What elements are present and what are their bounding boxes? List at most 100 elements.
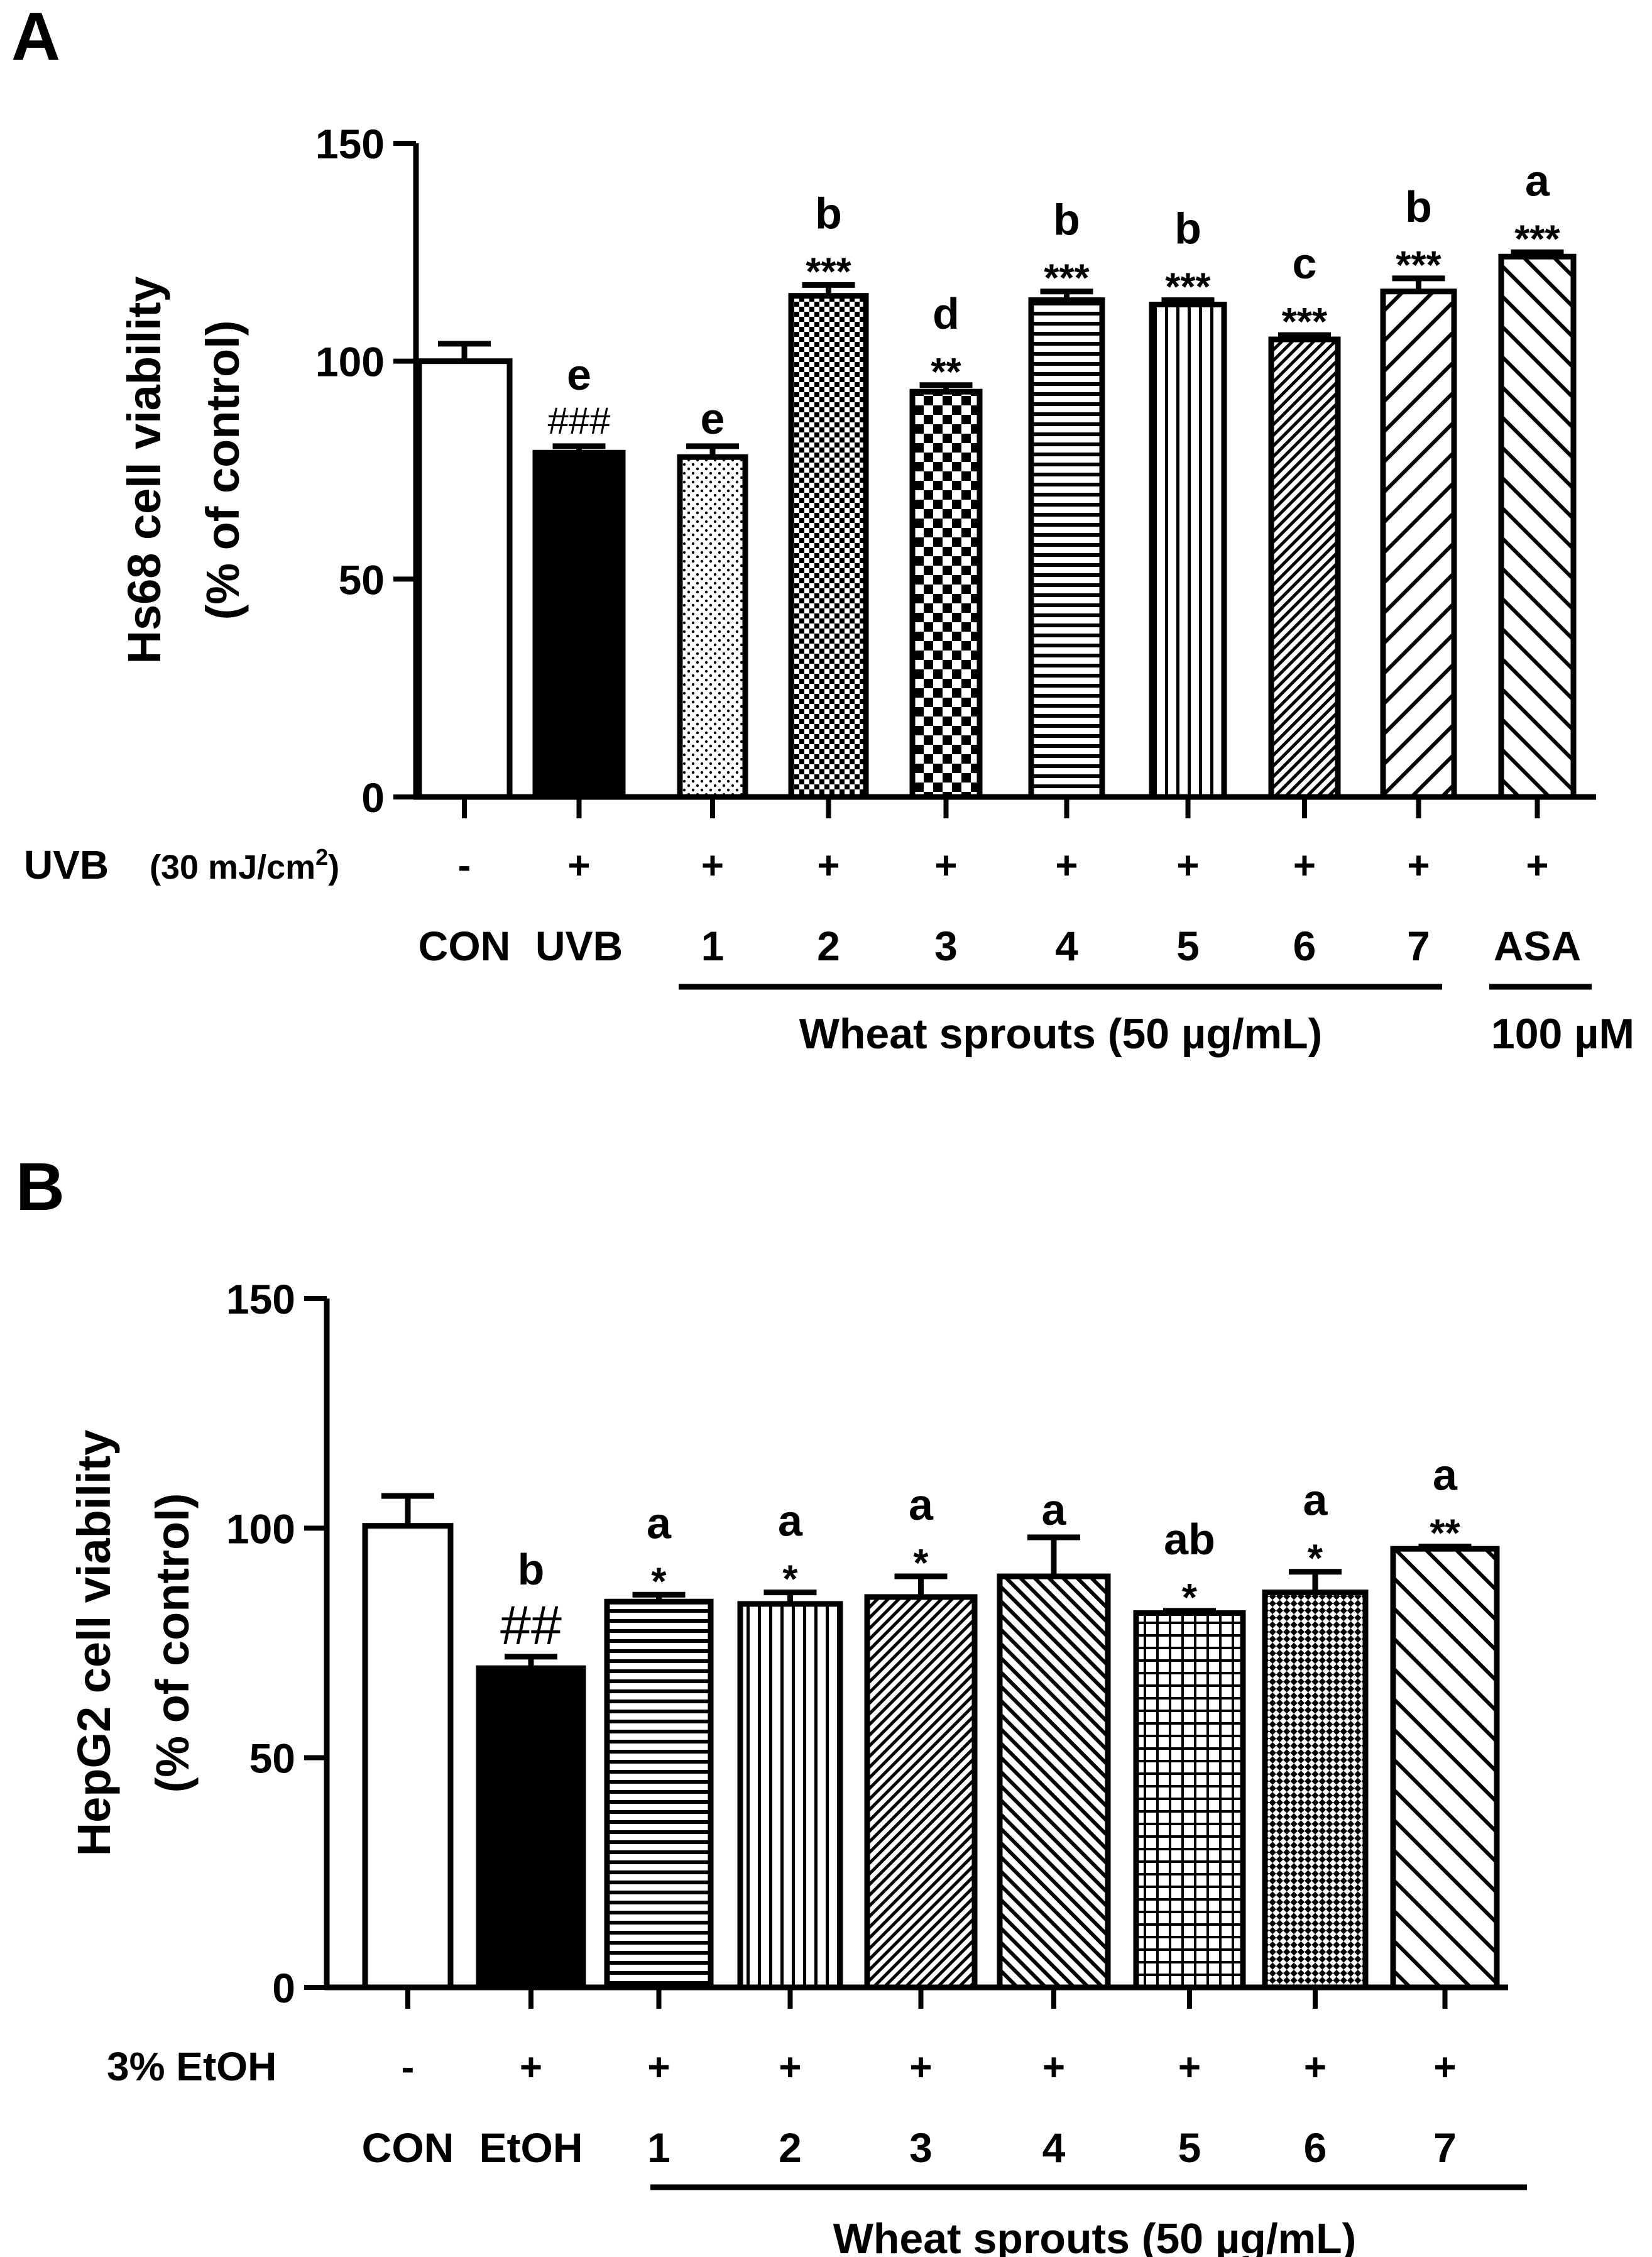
significance-mark: ### [547,400,611,442]
bar-6 [1028,297,1105,800]
category-label: 3 [909,2124,933,2171]
category-label: 1 [647,2124,670,2171]
treatment-sign: + [779,2046,801,2089]
group-letter: a [1303,1476,1328,1525]
treatment-label: UVB [24,842,109,887]
group-label: Wheat sprouts (50 µg/mL) [833,2215,1357,2257]
treatment-sign: + [817,844,840,887]
group-letter: b [518,1545,545,1594]
y-tick-label: 0 [361,774,385,821]
category-label: 4 [1055,923,1078,969]
bar-9 [1380,288,1457,800]
panel-label: A [11,0,60,74]
bar-10 [1498,253,1577,800]
group-letter: b [1405,182,1432,231]
y-axis-subtitle: (% of control) [197,321,249,620]
significance-mark: * [1182,1576,1198,1620]
category-label: 6 [1304,2124,1327,2171]
y-tick-label: 150 [226,1276,295,1322]
y-tick-label: 150 [315,121,385,167]
category-label: CON [362,2124,454,2171]
treatment-sign: + [909,2046,932,2089]
category-label: CON [418,923,511,969]
bar-8 [1262,1590,1369,1991]
treatment-sign: + [1407,844,1430,887]
bar-7 [1133,1610,1246,1991]
treatment-sign: + [1178,2046,1201,2089]
y-axis-subtitle: (% of control) [146,1493,199,1793]
significance-mark: *** [1044,257,1090,300]
y-axis-title: HepG2 cell viability [68,1430,120,1857]
category-label: 6 [1293,923,1316,969]
bar-7 [1149,302,1227,800]
category-label: 7 [1407,923,1430,969]
bar-3 [604,1598,714,1991]
treatment-sign: + [1042,2046,1065,2089]
significance-mark: * [1308,1537,1323,1581]
group-letter: ab [1164,1515,1215,1564]
bar-1 [416,358,513,800]
group-letter: a [909,1480,934,1529]
y-tick-label: 50 [339,556,385,603]
group-letter: e [567,350,591,399]
group-letter: a [647,1498,672,1547]
chart-panel-A: A Hs68 cell viability (% of control) 0 50 100… [11,0,1634,1058]
group-letter: a [778,1496,803,1546]
significance-mark: *** [1396,244,1441,287]
treatment-label: 3% EtOH [107,2044,276,2089]
group-letter: d [933,289,960,338]
y-axis-title: Hs68 cell viability [118,276,170,664]
treatment-sign: - [458,844,471,887]
significance-mark: * [782,1558,798,1601]
group-letter: e [701,394,725,443]
y-tick-label: 100 [315,339,385,385]
treatment-sign: + [1526,844,1548,887]
treatment-sign: + [1293,844,1316,887]
control-dose-label: 100 µM [1491,1010,1634,1058]
bar-1 [362,1523,454,1991]
significance-mark: ** [931,351,961,394]
significance-mark: ## [500,1594,562,1656]
treatment-sign: + [520,2046,542,2089]
bar-6 [997,1573,1111,1991]
group-label: Wheat sprouts (50 µg/mL) [799,1010,1323,1058]
bar-5 [909,388,983,800]
treatment-sign: + [1055,844,1078,887]
category-label: ASA [1494,923,1581,969]
bar-8 [1268,336,1341,800]
treatment-sign: + [647,2046,670,2089]
panel-label: B [16,1148,65,1224]
treatment-sign: + [701,844,724,887]
category-label: 3 [934,923,958,969]
treatment-sign: + [1176,844,1199,887]
treatment-sign: + [1304,2046,1327,2089]
bar-2 [532,449,626,800]
category-label: EtOH [479,2124,583,2171]
y-tick-label: 100 [226,1505,295,1552]
bar-4 [737,1601,843,1991]
category-label: 1 [701,923,725,969]
y-tick-label: 50 [249,1735,295,1782]
significance-mark: *** [1165,266,1211,309]
treatment-sign: - [402,2046,415,2089]
group-letter: a [1525,156,1550,205]
chart-panel-B: B HepG2 cell viability (% of control) 0 50 10… [16,1148,1527,2257]
y-tick-label: 0 [272,1965,295,2011]
significance-mark: *** [806,250,851,294]
significance-mark: ** [1430,1512,1460,1556]
bar-9 [1390,1546,1500,1991]
treatment-sign: + [934,844,957,887]
category-label: 2 [817,923,840,969]
bar-2 [476,1665,586,1991]
category-label: 4 [1042,2124,1066,2171]
group-letter: c [1293,239,1317,288]
significance-mark: * [913,1542,929,1585]
bar-5 [864,1594,978,1991]
group-letter: b [815,189,842,238]
treatment-sign: + [567,844,590,887]
group-letter: b [1053,195,1080,244]
category-label: 5 [1176,923,1200,969]
category-label: 7 [1433,2124,1457,2171]
significance-mark: *** [1282,300,1328,344]
